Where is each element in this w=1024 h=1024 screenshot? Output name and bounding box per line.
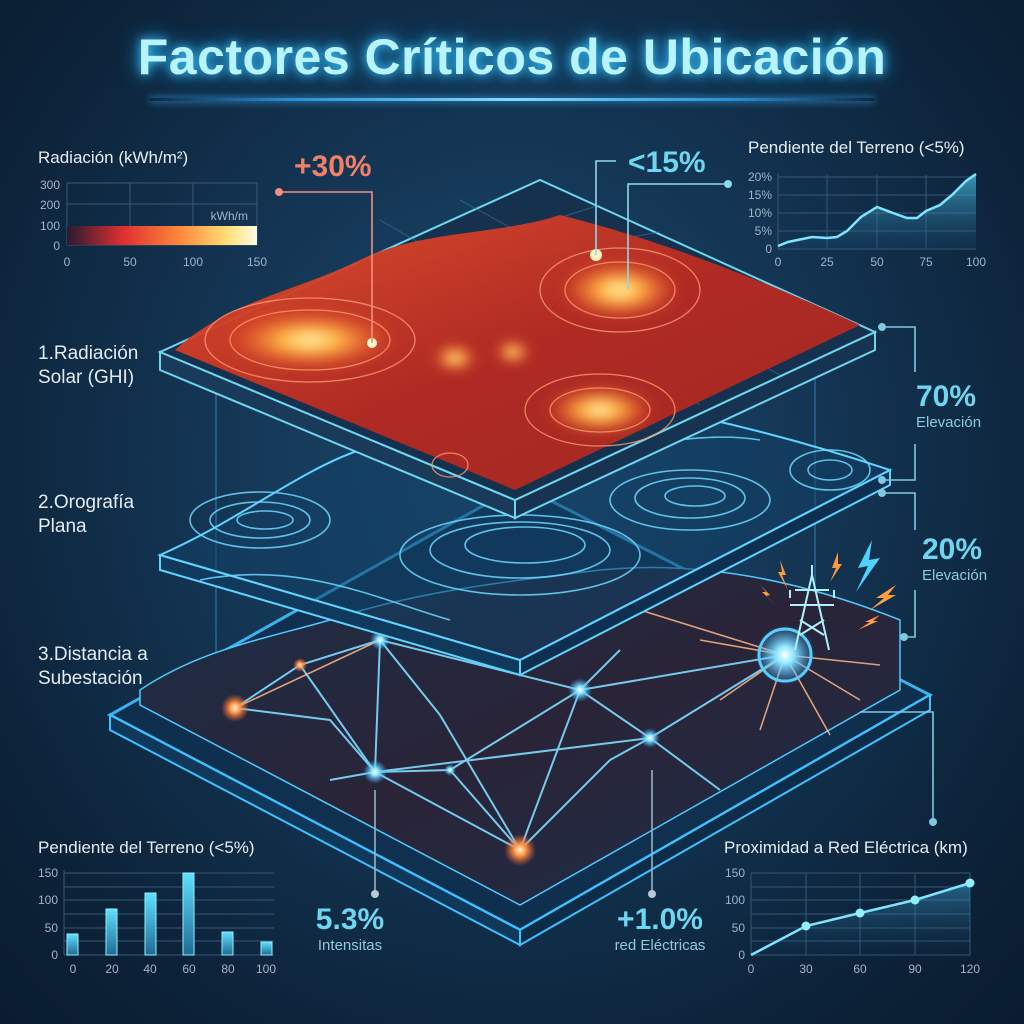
y-tick: 100 [38,893,58,907]
radiation-chart-title: Radiación (kWh/m²) [38,148,189,167]
slope-bar-chart: 150 100 50 0 0 20 40 60 80 100 [38,866,276,976]
layer-2-label-line2: Plana [38,516,87,537]
elevation-low-label: Elevación [922,567,988,584]
layer-1-label-line2: Solar (GHI) [38,367,135,388]
x-tick: 0 [64,255,71,269]
x-tick: 0 [775,255,782,269]
y-tick: 20% [748,170,772,184]
x-tick: 100 [183,255,203,269]
slope-area-chart-title: Pendiente del Terreno (<5%) [748,138,965,157]
x-tick: 20 [105,962,119,976]
y-tick: 50 [45,921,59,935]
y-tick: 0 [765,242,772,256]
x-tick: 80 [221,962,235,976]
layer-3-label: 3.Distancia a Subestación [38,643,148,691]
intensity-callout: 5.3% Intensitas [310,903,390,954]
bar [144,892,157,956]
x-tick: 90 [908,962,922,976]
layer-2-topography [157,403,893,677]
grid-value: +1.0% [617,903,703,936]
layer-1-label-line1: 1.Radiación [38,343,139,364]
bar [182,872,195,956]
slope-limit-callout: <15% [628,146,706,179]
data-point [910,895,920,905]
x-tick: 60 [182,962,196,976]
elevation-high-value: 70% [916,380,977,413]
elevation-low-value: 20% [922,533,983,566]
y-tick: 0 [51,948,58,962]
callout-leader-lines [275,160,937,898]
grid-label: red Eléctricas [614,937,706,954]
data-point [965,878,975,888]
x-tick: 100 [966,255,986,269]
bar [105,908,118,956]
bar [260,941,273,956]
y-tick: 300 [40,178,60,192]
grid-proximity-chart-title: Proximidad a Red Eléctrica (km) [724,838,968,857]
colorbar-unit-label: kWh/m [211,209,248,223]
radiation-peak-callout: +30% [294,150,372,183]
x-tick: 25 [820,255,834,269]
grid-proximity-chart: 150 100 50 0 0 30 60 90 120 [725,866,980,976]
y-tick: 0 [738,948,745,962]
bar [221,931,234,956]
data-point [855,908,865,918]
y-tick: 100 [40,219,60,233]
x-tick: 120 [960,962,980,976]
intensity-value: 5.3% [315,903,385,936]
y-tick: 100 [725,893,745,907]
transmission-tower-icon [789,565,835,651]
radiation-colorbar-chart: kWh/m 300 200 100 0 0 50 100 150 [40,178,267,269]
layer-2-label-line1: 2.Orografía [38,492,135,513]
y-tick: 200 [40,198,60,212]
layer-3-label-line2: Subestación [38,668,143,689]
layer-2-label: 2.Orografía Plana [38,491,134,539]
y-tick: 0 [53,239,60,253]
page-title: Factores Críticos de Ubicación [137,29,887,85]
layer-1-radiation-heatmap [157,178,878,520]
data-point [801,921,811,931]
y-tick: 5% [755,224,773,238]
x-tick: 0 [748,962,755,976]
bar [66,933,79,956]
x-tick: 150 [247,255,267,269]
y-tick: 15% [748,188,772,202]
x-tick: 75 [919,255,933,269]
grid-callout: +1.0% red Eléctricas [600,903,720,954]
elevation-low-callout: 20% Elevación [922,533,987,584]
layer-3-substation-network [106,483,934,947]
elevation-high-callout: 70% Elevación [916,380,981,431]
x-tick: 100 [256,962,276,976]
x-tick: 60 [853,962,867,976]
layer-1-label: 1.Radiación Solar (GHI) [38,342,138,390]
title-divider [150,98,874,101]
y-tick: 150 [38,866,58,880]
y-tick: 150 [725,866,745,880]
x-tick: 40 [143,962,157,976]
x-tick: 0 [70,962,77,976]
intensity-label: Intensitas [317,937,383,954]
x-tick: 50 [870,255,884,269]
x-tick: 30 [799,962,813,976]
lightning-bolt-icon [760,540,896,630]
slope-area-chart: 20% 15% 10% 5% 0 0 25 50 75 100 [748,170,986,269]
y-tick: 50 [732,921,746,935]
x-tick: 50 [123,255,137,269]
y-tick: 10% [748,206,772,220]
slope-bar-chart-title: Pendiente del Terreno (<5%) [38,838,255,857]
elevation-high-label: Elevación [916,414,982,431]
layer-3-label-line1: 3.Distancia a [38,644,148,665]
